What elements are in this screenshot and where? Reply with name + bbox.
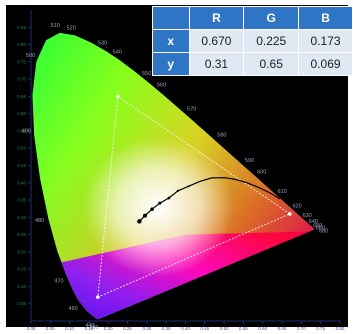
table-cell: 0.31 [188,52,245,76]
gamut-vertex-b [96,295,100,299]
planckian-point [187,185,190,188]
table-row-label: y [152,52,190,76]
wavelength-label: 380 [89,325,98,331]
table-row-label: x [152,29,190,53]
x-tick-label: 0.70 [297,326,306,331]
y-tick-label: 0.70 [17,77,26,82]
planckian-point [158,201,162,205]
x-tick-label: 0.25 [123,326,132,331]
wavelength-label: 590 [245,158,254,164]
x-tick-label: 0.20 [104,326,113,331]
y-tick-label: 0.25 [17,232,26,237]
wavelength-label: 500 [26,53,35,59]
x-tick-label: 0.75 [316,326,325,331]
planckian-point [137,219,142,224]
y-tick-label: 0.75 [17,59,26,64]
wavelength-label: 560 [157,82,166,88]
x-tick-label: 0.60 [258,326,267,331]
table-cell: 0.173 [298,29,353,53]
y-tick-label: 0.30 [17,215,26,220]
x-tick-label: 0.00 [27,326,36,331]
y-tick-label: 0.05 [17,301,26,306]
axes: 0.00 0.05 0.10 0.15 0.20 0.25 0.30 0.35 0.40 0.45… [17,10,345,331]
wavelength-label: 570 [187,107,196,113]
wavelength-label: 660 [316,225,325,231]
x-tick-label: 0.45 [200,326,209,331]
y-tick-label: 0.50 [17,146,26,151]
wavelength-label: 640 [309,219,318,225]
y-tick-label: 0.40 [17,180,26,185]
white-point-glow [83,136,234,277]
wavelength-label: 440 [85,323,94,329]
table-cell: 0.670 [188,29,245,53]
planckian-point [176,189,180,192]
x-tick-label: 0.50 [220,326,229,331]
wavelength-label: 580 [217,132,226,138]
planckian-point [167,196,171,200]
gamut-triangle-outline [97,95,291,298]
x-tick-label: 0.55 [239,326,248,331]
y-tick-label: 0.80 [17,42,26,47]
x-tick-label: 0.35 [162,326,171,331]
wavelength-label: 530 [98,40,107,46]
table-header-b: B [298,6,353,30]
table-row: x 0.670 0.225 0.173 [152,29,353,53]
gamut-triangle [96,94,292,299]
wavelength-label: 610 [278,189,287,195]
planckian-locus [137,177,281,224]
y-tick-label: 0.85 [17,25,26,30]
y-tick-label: 0.35 [17,198,26,203]
wavelength-label: 600 [257,169,266,175]
wavelength-label: 650 [313,223,322,229]
planckian-point [150,207,154,211]
planckian-locus-line [138,177,281,222]
y-tick-label: 0.65 [17,94,26,99]
wavelength-label: 470 [54,278,63,284]
wavelength-label: 520 [67,25,76,31]
y-tick-label: 0.10 [17,284,26,289]
y-tick-label: 0.45 [17,163,26,168]
wavelength-label: 480 [35,218,44,224]
wavelength-label: 620 [293,203,302,209]
table-header-corner [152,6,190,30]
table-header-r: R [188,6,245,30]
y-tick-label: 0.15 [17,267,26,272]
x-tick-label: 0.40 [181,326,190,331]
x-tick-label: 0.80 [336,326,345,331]
wavelength-label: 630 [302,213,311,219]
table-header-g: G [243,6,300,30]
wavelength-label: 510 [51,23,60,29]
rgb-coordinates-table: R G B x 0.670 0.225 0.173 y 0.31 0.65 0.… [152,6,353,76]
x-tick-label: 0.65 [278,326,287,331]
table-row: y 0.31 0.65 0.069 [152,52,353,76]
wavelength-label: 680 [319,229,328,235]
y-tick-label: 0.20 [17,249,26,254]
planckian-point [142,213,147,218]
wavelength-label: 490 [22,128,31,134]
table-cell: 0.069 [298,52,353,76]
x-tick-label: 0.05 [46,326,55,331]
table-cell: 0.65 [243,52,300,76]
wavelength-label: 540 [113,50,122,56]
x-tick-label: 0.15 [85,326,94,331]
gamut-vertex-r [287,212,292,216]
y-tick-label: 0.55 [17,128,26,133]
table-cell: 0.225 [243,29,300,53]
gamut-vertex-g [116,94,120,99]
wavelength-label: 550 [142,71,151,77]
y-tick-label: 0.60 [17,111,26,116]
x-tick-label: 0.10 [65,326,74,331]
table-header-row: R G B [152,6,353,30]
wavelength-label: 460 [69,306,78,312]
x-tick-label: 0.30 [142,326,151,331]
